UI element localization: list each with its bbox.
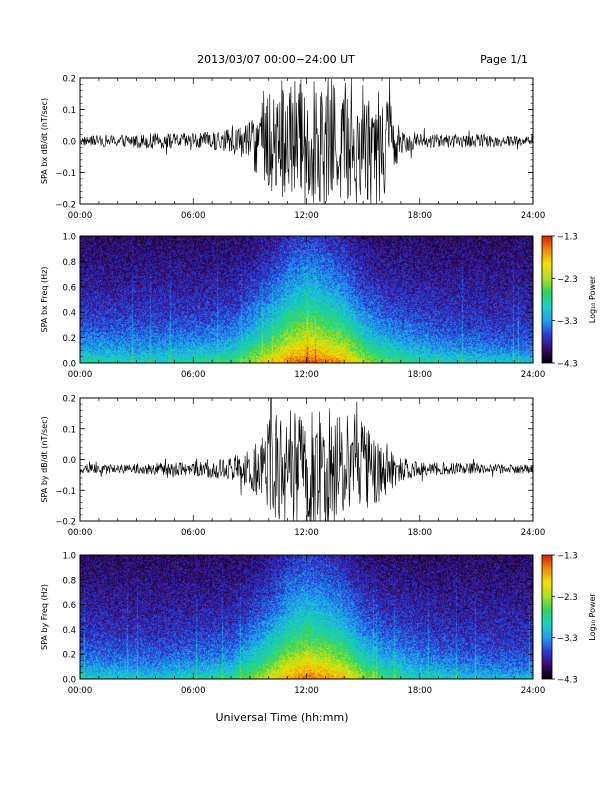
heatmap-canvas	[80, 555, 533, 679]
y-axis-label: SPA bx dB/dt (nT/sec)	[40, 98, 49, 184]
colorbar-tick-label: −4.3	[557, 676, 578, 686]
x-tick-label: 06:00	[181, 528, 206, 538]
x-tick-label: 18:00	[408, 528, 433, 538]
colorbar-tick-label: −2.3	[557, 275, 578, 285]
x-tick-label: 24:00	[521, 528, 546, 538]
colorbar-tick-label: −3.3	[557, 634, 578, 644]
x-tick-label: 24:00	[521, 370, 546, 380]
y-tick-label: 0.1	[62, 106, 76, 116]
panel-2: −1.3 −2.3 −3.3 −4.3 Log₁₀ Power 1.0 0.8 0.6 0.4 0…	[40, 233, 597, 381]
colorbar-tick-label: −3.3	[557, 317, 578, 327]
y-tick-label: −0.2	[55, 201, 76, 211]
x-tick-label: 00:00	[68, 528, 93, 538]
x-tick-label: 00:00	[68, 211, 93, 221]
panel-4: −1.3 −2.3 −3.3 −4.3 Log₁₀ Power 1.0 0.8 0.6 0.4 0…	[40, 552, 597, 697]
series-line	[79, 397, 534, 522]
x-tick-label: 00:00	[68, 370, 93, 380]
y-tick-label: 0.0	[62, 456, 76, 466]
y-tick-label: 0.0	[62, 360, 76, 370]
heatmap-canvas	[80, 236, 533, 363]
x-tick-label: 18:00	[408, 370, 433, 380]
y-tick-label: 0.8	[62, 258, 76, 268]
series-line	[79, 77, 534, 205]
y-tick-label: 0.0	[62, 676, 76, 686]
y-tick-label: 0.8	[62, 576, 76, 586]
y-tick-label: 0.1	[62, 425, 76, 435]
x-axis-label: Universal Time (hh:mm)	[216, 711, 349, 724]
colorbar	[541, 554, 553, 680]
colorbar-tick-label: −2.3	[557, 593, 578, 603]
x-tick-label: 18:00	[408, 686, 433, 696]
y-tick-label: 0.2	[62, 75, 76, 85]
colorbar	[541, 235, 553, 364]
x-tick-label: 06:00	[181, 370, 206, 380]
colorbar-tick-label: −1.3	[557, 552, 578, 562]
y-tick-label: 0.2	[62, 334, 76, 344]
figure-title: 2013/03/07 00:00−24:00 UT	[197, 53, 355, 66]
y-tick-label: 0.6	[62, 283, 76, 293]
x-tick-label: 06:00	[181, 686, 206, 696]
heatmap-image	[80, 555, 533, 679]
x-tick-label: 00:00	[68, 686, 93, 696]
panel-3: 0.2 0.1 0.0 −0.1 −0.200:00 06:00 12:00 18:00 24:…	[40, 395, 545, 539]
panel-1: 0.2 0.1 0.0 −0.1 −0.200:00 06:00 12:00 18:00 24:…	[40, 75, 545, 222]
panels-group: 0.20.10.0−0.1−0.200:00 06:00 12:00 18:00 24:…	[40, 75, 597, 697]
heatmap-image	[80, 236, 533, 363]
x-tick-label: 24:00	[521, 211, 546, 221]
y-tick-label: −0.1	[55, 487, 76, 497]
y-tick-label: −0.2	[55, 518, 76, 528]
x-tick-label: 12:00	[294, 686, 319, 696]
y-tick-label: 1.0	[62, 552, 76, 562]
y-axis-label: SPA by Freq (Hz)	[40, 584, 49, 650]
y-tick-label: 0.0	[62, 138, 76, 148]
page-indicator: Page 1/1	[480, 53, 528, 66]
y-tick-label: 0.4	[62, 626, 76, 636]
y-axis-label: SPA bx Freq (Hz)	[40, 267, 49, 333]
y-tick-label: 0.6	[62, 601, 76, 611]
x-tick-label: 06:00	[181, 211, 206, 221]
y-tick-label: 0.2	[62, 395, 76, 405]
colorbar-label: Log₁₀ Power	[588, 275, 597, 323]
colorbar-label: Log₁₀ Power	[588, 593, 597, 641]
y-tick-label: −0.1	[55, 169, 76, 179]
x-tick-label: 12:00	[294, 370, 319, 380]
colorbar-tick-label: −1.3	[557, 233, 578, 243]
y-tick-label: 0.4	[62, 309, 76, 319]
x-tick-label: 12:00	[294, 211, 319, 221]
y-tick-label: 1.0	[62, 233, 76, 243]
y-axis-label: SPA by dB/dt (nT/sec)	[40, 416, 49, 502]
x-tick-label: 18:00	[408, 211, 433, 221]
y-tick-label: 0.2	[62, 651, 76, 661]
colorbar-tick-label: −4.3	[557, 360, 578, 370]
x-tick-label: 24:00	[521, 686, 546, 696]
x-tick-label: 12:00	[294, 528, 319, 538]
